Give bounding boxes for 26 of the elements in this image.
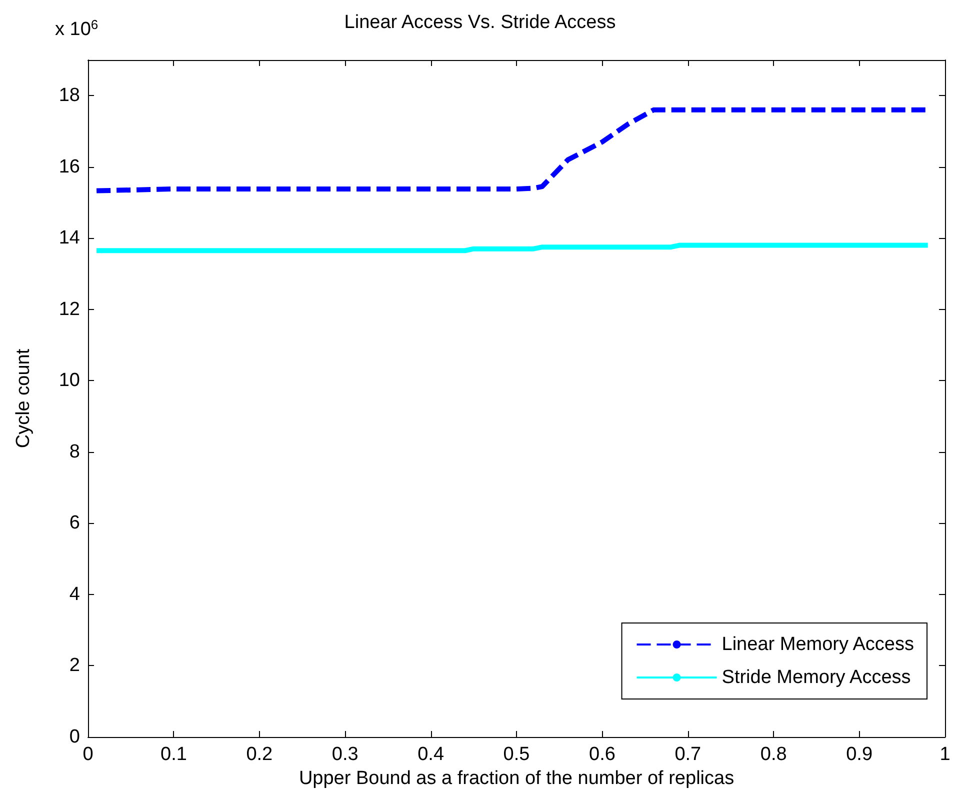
y-tick-label: 18 (58, 85, 80, 106)
x-tick-label: 1 (940, 744, 950, 765)
x-tick-label: 0 (82, 744, 94, 765)
x-axis-title: Upper Bound as a fraction of the number of replicas (298, 768, 734, 789)
y-tick-label: 8 (69, 441, 80, 462)
x-tick-label: 0.6 (588, 744, 616, 765)
y-tick-label: 14 (58, 228, 80, 249)
x-tick-label: 0.8 (760, 744, 787, 765)
y-tick-label: 4 (69, 584, 80, 605)
x-tick-label: 0.5 (503, 744, 530, 765)
x-tick-label: 0.2 (246, 744, 273, 765)
legend-label: Linear Memory Access (722, 634, 914, 655)
y-axis-title: Cycle count (13, 348, 34, 448)
y-tick-label: 6 (69, 512, 80, 534)
x-tick-label: 0.7 (674, 744, 702, 765)
x-tick-label: 0.9 (846, 744, 873, 765)
chart-title: Linear Access Vs. Stride Access (344, 12, 616, 33)
x-tick-label: 0.3 (332, 744, 358, 765)
y-tick-label: 2 (69, 655, 80, 676)
legend-label: Stride Memory Access (722, 667, 911, 688)
x-tick-label: 0.4 (418, 744, 444, 765)
y-tick-label: 0 (69, 726, 80, 748)
x-tick-label: 0.1 (160, 744, 187, 765)
y-tick-label: 10 (58, 370, 80, 392)
y-tick-label: 16 (58, 156, 80, 178)
y-tick-label: 12 (58, 298, 80, 320)
